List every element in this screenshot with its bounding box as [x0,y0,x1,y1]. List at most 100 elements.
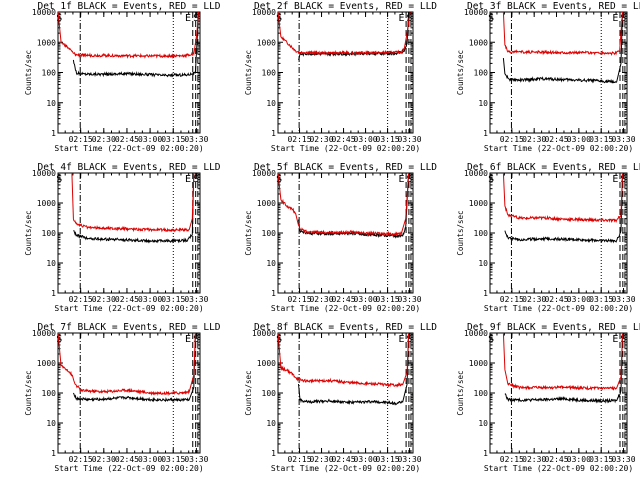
y-tick-label: 1000 [257,199,276,208]
interval-marker: S [56,334,62,345]
x-tick-label: 02:45 [544,135,568,144]
plot-frame [489,11,628,134]
x-tick-label: 03:00 [138,455,162,464]
x-tick-label: 02:30 [522,455,546,464]
lld-series-line [502,173,623,224]
interval-marker: S [620,174,626,185]
plot-frame [277,11,414,134]
interval-marker: S [193,13,199,24]
y-tick-label: 1000 [37,359,56,368]
plot-title: Det 9f BLACK = Events, RED = LLD [467,322,640,333]
lld-series-line [58,333,196,397]
y-tick-label: 1 [51,289,56,298]
x-tick-label: 02:45 [544,455,568,464]
detector-plot: Det 6f BLACK = Events, RED = LLD 1 10 100 10… [456,162,640,313]
x-tick-label: 03:00 [138,135,162,144]
x-tick-label: 03:15 [376,455,400,464]
plot-title: Det 8f BLACK = Events, RED = LLD [254,322,437,333]
plot-title: Det 7f BLACK = Events, RED = LLD [37,322,220,333]
events-series-line [72,333,196,403]
events-series-line [298,173,410,239]
y-tick-label: 1 [271,289,276,298]
events-series-line [502,12,623,84]
detector-plot: Det 1f BLACK = Events, RED = LLD 1 10 100 10… [24,1,221,153]
x-tick-label: 02:45 [115,295,139,304]
lld-series-line [71,173,195,233]
x-axis-label: Start Time (22-Oct-09 02:00:20) [54,304,203,313]
y-tick-label: 100 [474,389,489,398]
x-tick-label: 03:30 [398,135,422,144]
y-axis-label: Counts/sec [244,370,253,415]
detector-plot: Det 8f BLACK = Events, RED = LLD 1 10 100 10… [244,322,437,473]
plot-frame [57,11,201,134]
y-tick-label: 10 [266,419,276,428]
x-tick-label: 02:30 [522,135,546,144]
x-tick-label: 03:15 [161,455,185,464]
interval-marker: E [612,174,618,185]
y-tick-label: 1000 [37,38,56,47]
x-tick-label: 03:15 [161,295,185,304]
y-tick-label: 1000 [37,199,56,208]
x-axis-label: Start Time (22-Oct-09 02:00:20) [484,304,633,313]
y-tick-label: 1000 [469,199,488,208]
plot-title: Det 5f BLACK = Events, RED = LLD [254,162,437,173]
y-tick-label: 1 [271,449,276,458]
detector-plot: Det 9f BLACK = Events, RED = LLD 1 10 100 10… [456,322,640,473]
x-tick-label: 02:15 [69,135,93,144]
events-series-line [298,333,410,406]
x-tick-label: 02:15 [500,295,524,304]
interval-marker: E [612,13,618,24]
x-tick-label: 03:00 [354,135,378,144]
x-tick-label: 03:30 [611,135,635,144]
detector-plot: Det 4f BLACK = Events, RED = LLD 1 10 100 10… [24,162,221,313]
x-tick-label: 03:30 [398,455,422,464]
y-tick-label: 100 [262,69,277,78]
x-tick-label: 03:00 [354,455,378,464]
interval-marker: E [399,334,405,345]
y-tick-label: 10 [266,99,276,108]
lld-series-line [58,12,199,59]
plot-title: Det 2f BLACK = Events, RED = LLD [254,1,437,12]
y-tick-label: 10000 [32,169,56,178]
y-tick-label: 100 [262,389,277,398]
y-axis-label: Counts/sec [24,370,33,415]
interval-marker: S [406,174,412,185]
x-tick-label: 02:15 [287,455,311,464]
y-tick-label: 100 [474,229,489,238]
interval-marker: E [399,174,405,185]
y-tick-label: 1 [483,129,488,138]
y-axis-label: Counts/sec [456,370,465,415]
plot-frame [57,172,201,294]
lld-series-line [502,12,623,56]
x-tick-label: 03:15 [589,455,613,464]
y-tick-label: 1000 [469,38,488,47]
x-tick-label: 02:45 [544,295,568,304]
x-tick-label: 02:15 [500,455,524,464]
interval-marker: S [488,13,494,24]
x-tick-label: 02:30 [92,135,116,144]
y-tick-label: 10 [478,259,488,268]
y-tick-label: 1000 [257,359,276,368]
y-tick-label: 10000 [32,329,56,338]
x-tick-label: 03:30 [611,295,635,304]
plot-frame [489,332,628,454]
y-tick-label: 10000 [252,169,276,178]
interval-marker: S [193,334,199,345]
y-axis-label: Counts/sec [456,210,465,255]
x-tick-label: 02:45 [331,295,355,304]
lld-series-line [502,333,623,391]
plot-title: Det 1f BLACK = Events, RED = LLD [37,1,220,12]
y-tick-label: 10000 [252,8,276,17]
x-tick-label: 02:30 [309,135,333,144]
y-axis-label: Counts/sec [244,210,253,255]
y-tick-label: 1000 [257,38,276,47]
x-tick-label: 02:30 [522,295,546,304]
x-tick-label: 02:15 [69,455,93,464]
events-series-line [504,333,623,404]
y-tick-label: 100 [474,69,489,78]
y-tick-label: 10000 [32,8,56,17]
y-tick-label: 1000 [469,359,488,368]
interval-marker: E [185,13,191,24]
plot-title: Det 3f BLACK = Events, RED = LLD [467,1,640,12]
y-tick-label: 10 [266,259,276,268]
